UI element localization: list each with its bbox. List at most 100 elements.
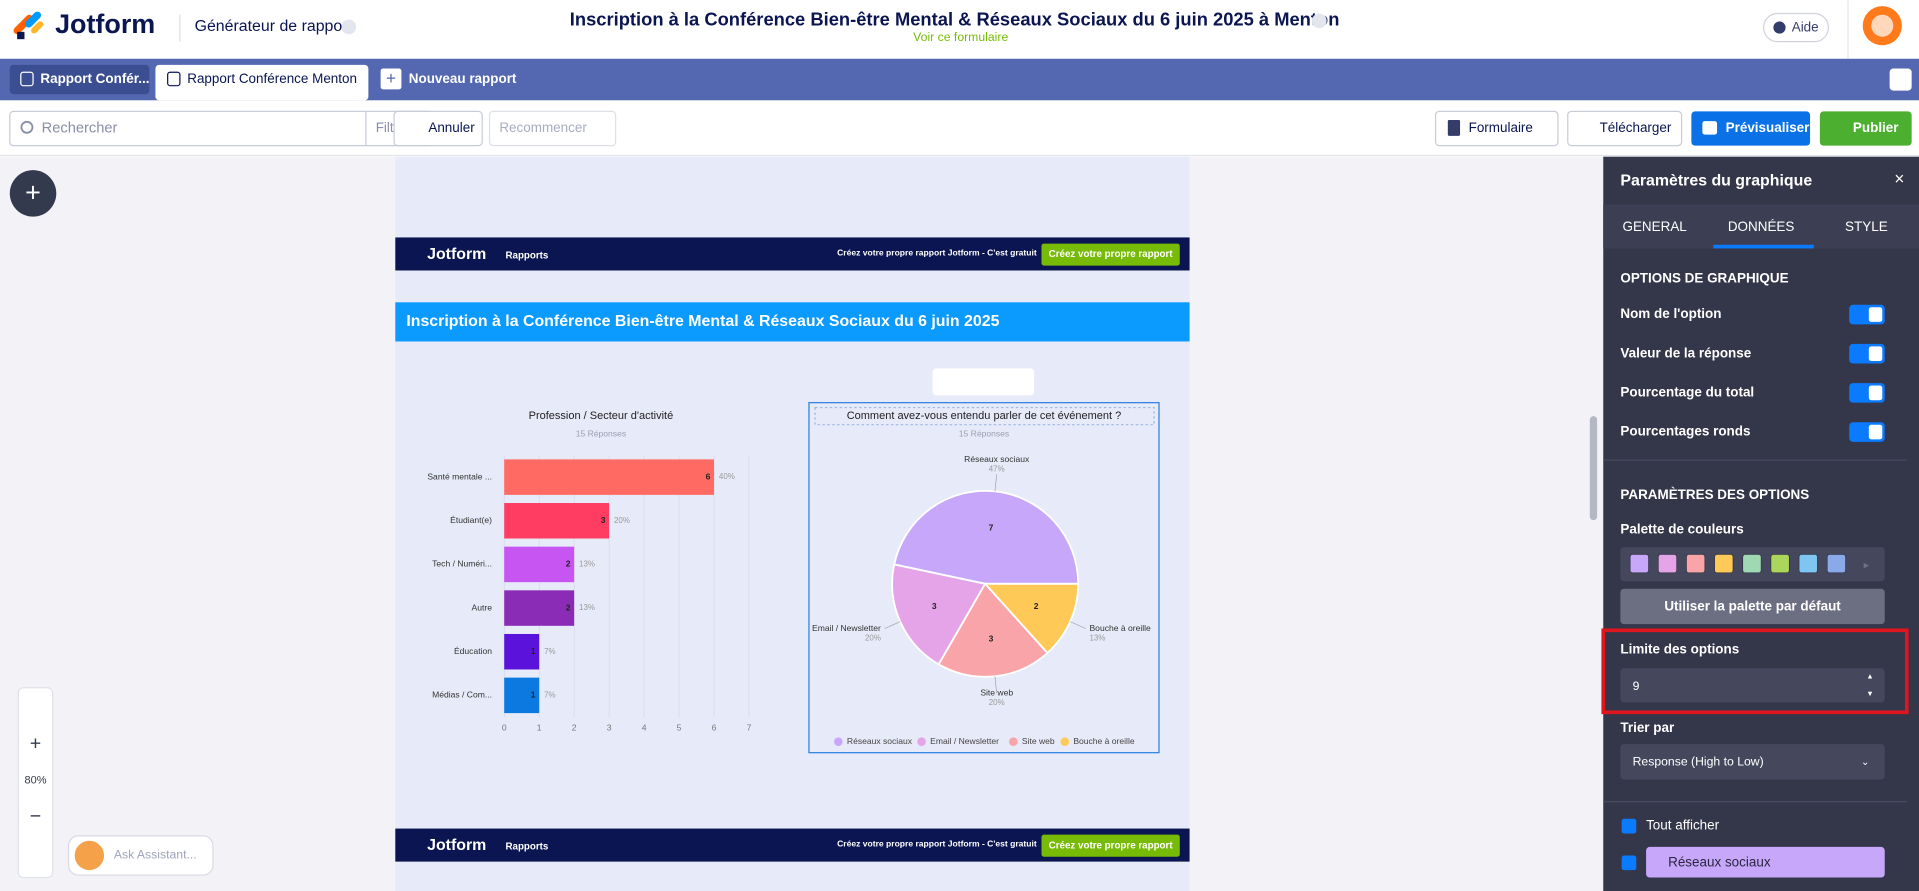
- limit-input[interactable]: [1620, 668, 1885, 703]
- bar-value-label: 3: [601, 515, 606, 525]
- palette-swatch[interactable]: [1742, 554, 1762, 574]
- banner-cta[interactable]: Créez votre propre rapport: [1049, 840, 1174, 851]
- default-palette-label[interactable]: Utiliser la palette par défaut: [1664, 599, 1841, 614]
- assistant-placeholder[interactable]: Ask Assistant...: [114, 848, 197, 862]
- y-tick-label: Tech / Numéri...: [432, 559, 492, 569]
- x-tick-label: 2: [572, 722, 577, 732]
- palette-arrow[interactable]: ▸: [1864, 559, 1870, 571]
- pie-chart-subtitle: 15 Réponses: [959, 429, 1009, 439]
- search-placeholder[interactable]: Rechercher: [42, 120, 118, 136]
- palette-swatch[interactable]: [1826, 554, 1846, 574]
- download-label[interactable]: Télécharger: [1600, 120, 1672, 135]
- form-label[interactable]: Formulaire: [1469, 120, 1533, 135]
- leader-line: [1070, 621, 1086, 629]
- selection-box: [808, 402, 1160, 754]
- pie-slice: [937, 582, 1049, 678]
- palette-swatch[interactable]: [1770, 554, 1790, 574]
- spin-down[interactable]: ▼: [1866, 689, 1873, 698]
- palette-swatch[interactable]: [1714, 554, 1734, 574]
- bar-chart-title: Profession / Secteur d'activité: [529, 410, 674, 422]
- slice-value-label: 3: [989, 634, 994, 644]
- leader-line: [884, 621, 901, 629]
- undo-button[interactable]: [393, 110, 483, 147]
- checkbox[interactable]: [1621, 855, 1637, 871]
- tab[interactable]: [9, 64, 150, 95]
- form-button[interactable]: [1434, 110, 1559, 147]
- checkbox[interactable]: [1621, 818, 1637, 834]
- add-element-button[interactable]: [9, 170, 57, 217]
- tab-active[interactable]: [155, 64, 369, 101]
- download-button[interactable]: [1567, 110, 1683, 147]
- sort-select[interactable]: [1620, 744, 1885, 780]
- toggle-label: Valeur de la réponse: [1620, 345, 1751, 360]
- plus-icon: +: [25, 178, 41, 208]
- app-name[interactable]: Générateur de rapport: [195, 18, 353, 35]
- publish-label[interactable]: Publier: [1853, 120, 1899, 135]
- banner: Jotform Rapports Créez votre propre rapp…: [395, 828, 1190, 862]
- redo-label[interactable]: Recommencer: [499, 120, 587, 135]
- form-title: Inscription à la Conférence Bien-être Me…: [570, 9, 1340, 30]
- close-button[interactable]: ×: [1894, 168, 1904, 188]
- new-tab-label[interactable]: Nouveau rapport: [409, 71, 517, 86]
- zoom-in[interactable]: +: [30, 732, 41, 754]
- redo-button[interactable]: [488, 110, 617, 147]
- tab-label[interactable]: Rapport Conférence Menton: [187, 71, 357, 86]
- pie-chart-title[interactable]: Comment avez-vous entendu parler de cet …: [847, 410, 1122, 422]
- bar: [504, 633, 540, 670]
- assistant-avatar: [74, 840, 105, 871]
- sort-value[interactable]: Response (High to Low): [1633, 755, 1764, 769]
- limit-value[interactable]: 9: [1633, 679, 1640, 693]
- preview-label[interactable]: Prévisualiser: [1726, 120, 1811, 135]
- spin-up[interactable]: ▲: [1866, 672, 1873, 681]
- palette-swatch[interactable]: [1798, 554, 1818, 574]
- bar-percent-label: 20%: [614, 516, 630, 525]
- option-row[interactable]: [1646, 846, 1885, 878]
- palette-swatch[interactable]: [1629, 554, 1649, 574]
- app-menu[interactable]: [341, 19, 357, 35]
- y-tick-label: Éducation: [454, 646, 492, 656]
- new-tab-button[interactable]: [380, 68, 402, 90]
- tab-icon: [20, 71, 34, 87]
- scrollbar-thumb[interactable]: [1589, 416, 1598, 521]
- option-label[interactable]: Réseaux sociaux: [1668, 854, 1771, 869]
- tab-icon: [167, 71, 181, 87]
- avatar-face: [1871, 14, 1894, 37]
- legend-swatch: [917, 737, 926, 746]
- help-button[interactable]: [1762, 12, 1830, 43]
- title-edit-box[interactable]: [814, 406, 1155, 426]
- zoom-out[interactable]: −: [30, 806, 41, 828]
- y-tick-label: Autre: [472, 602, 493, 612]
- undo-label[interactable]: Annuler: [428, 120, 475, 135]
- bar: [504, 503, 610, 539]
- x-tick-label: 3: [607, 722, 612, 732]
- title-menu[interactable]: [1311, 13, 1327, 29]
- publish-button[interactable]: [1819, 111, 1912, 146]
- tab-label[interactable]: Rapport Confér...: [40, 71, 149, 86]
- banner-logo: Jotform: [427, 246, 486, 263]
- slice-value-label: 2: [1034, 601, 1039, 611]
- y-tick-label: Santé mentale ...: [427, 471, 492, 481]
- panel-tabs: [1603, 204, 1919, 249]
- menu-button[interactable]: [1889, 68, 1912, 91]
- assistant-box[interactable]: [67, 835, 214, 876]
- field-label: Limite des options: [1620, 641, 1739, 656]
- default-palette-button[interactable]: [1620, 588, 1885, 625]
- plus-icon: +: [386, 68, 396, 88]
- preview-button[interactable]: [1691, 111, 1811, 146]
- panel-tab[interactable]: STYLE: [1845, 219, 1888, 234]
- panel-tab-active[interactable]: DONNÉES: [1728, 219, 1795, 234]
- report-title: Inscription à la Conférence Bien-être Me…: [406, 313, 999, 330]
- slice-percent-label: 13%: [1089, 633, 1105, 642]
- banner-cta[interactable]: Créez votre propre rapport: [1049, 249, 1174, 260]
- section-title: PARAMÈTRES DES OPTIONS: [1620, 487, 1809, 502]
- banner-promo: Créez votre propre rapport Jotform - C'e…: [837, 248, 1037, 258]
- help-label[interactable]: Aide: [1792, 20, 1819, 35]
- toggle-label: Pourcentages ronds: [1620, 424, 1750, 439]
- legend-swatch: [1009, 737, 1018, 746]
- checkbox-label[interactable]: Tout afficher: [1646, 818, 1720, 833]
- palette-swatch[interactable]: [1658, 554, 1677, 574]
- toggle-label: Pourcentage du total: [1620, 384, 1754, 399]
- palette-swatch[interactable]: [1686, 554, 1706, 574]
- form-link[interactable]: Voir ce formulaire: [913, 30, 1008, 44]
- panel-tab[interactable]: GENERAL: [1622, 219, 1687, 234]
